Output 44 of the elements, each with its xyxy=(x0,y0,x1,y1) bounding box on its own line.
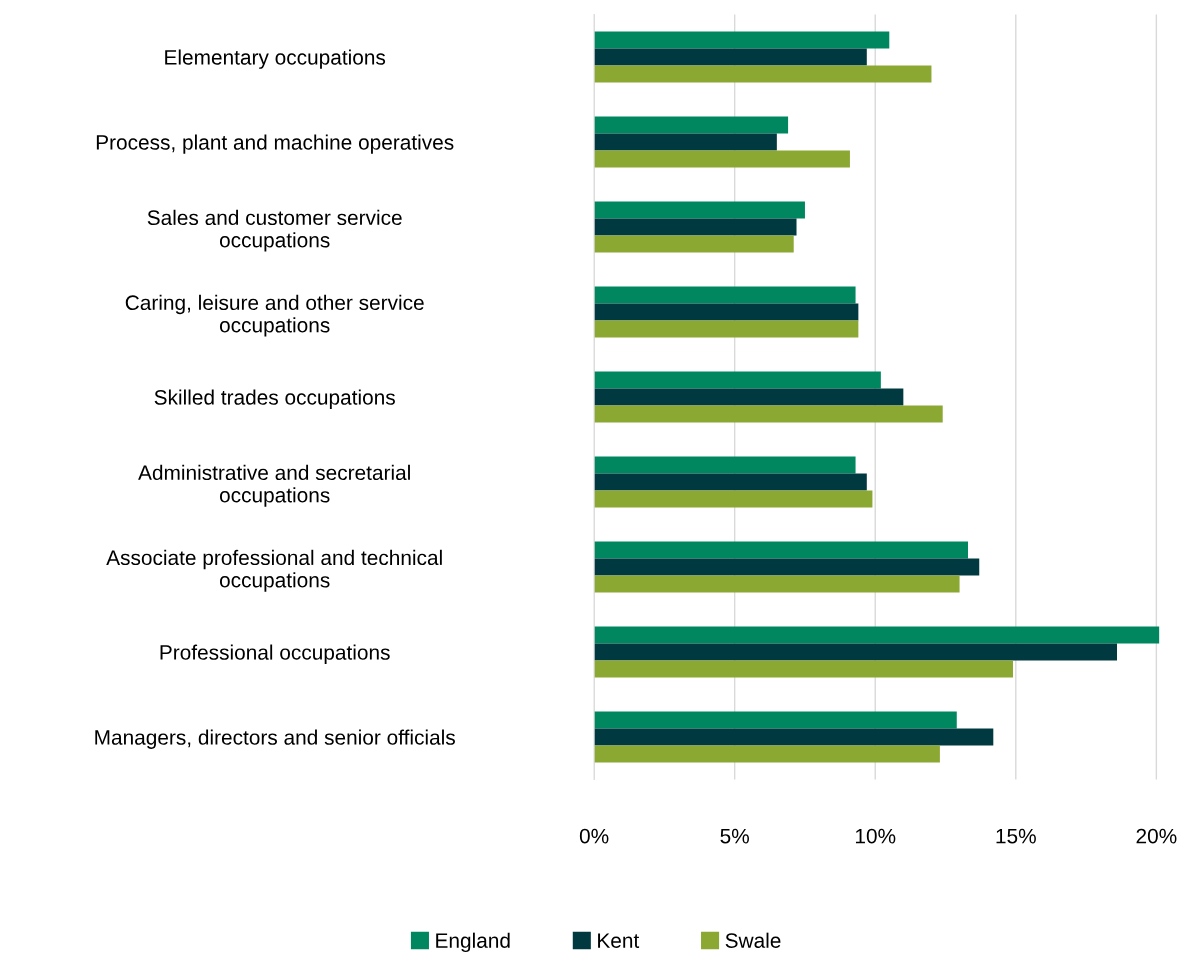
y-tick-label: Managers, directors and senior officials xyxy=(95,729,455,749)
legend-label: Swale xyxy=(725,932,781,948)
bar xyxy=(594,371,881,389)
bar xyxy=(594,473,867,491)
bar xyxy=(594,201,805,219)
y-tick-label: Sales and customer service occupations xyxy=(147,209,402,252)
bar xyxy=(594,65,932,83)
bar xyxy=(594,490,873,508)
bar xyxy=(594,626,1160,644)
bar xyxy=(594,150,850,168)
bar xyxy=(594,48,867,66)
bar xyxy=(594,31,890,49)
bar xyxy=(594,116,789,134)
bar xyxy=(594,405,943,423)
x-tick-label: 10% xyxy=(855,828,896,844)
y-tick-label: Associate professional and technical occupations xyxy=(106,549,442,592)
bar xyxy=(594,286,856,304)
y-tick-label: Administrative and secretarial occupations xyxy=(138,464,410,507)
y-tick-label: Caring, leisure and other service occupations xyxy=(125,294,424,337)
x-tick-label: 20% xyxy=(1136,828,1177,844)
legend-label: England xyxy=(436,932,510,953)
bar xyxy=(594,711,957,729)
bar xyxy=(594,133,777,151)
x-tick-label: 0% xyxy=(579,828,609,844)
bar xyxy=(594,745,940,763)
x-tick-label: 5% xyxy=(720,828,749,844)
y-tick-label: Elementary occupations xyxy=(165,49,386,69)
bar xyxy=(594,643,1117,661)
bar xyxy=(594,218,797,236)
bar xyxy=(594,728,994,746)
bar xyxy=(594,303,859,321)
bar xyxy=(594,660,1013,678)
bar xyxy=(594,575,960,593)
y-tick-label: Process, plant and machine operatives xyxy=(96,134,454,154)
bar xyxy=(594,235,794,253)
bar xyxy=(594,320,859,338)
x-tick-label: 15% xyxy=(996,828,1036,844)
bar xyxy=(594,541,969,559)
bar xyxy=(594,456,856,474)
bar xyxy=(594,388,904,406)
legend-label: Kent xyxy=(598,933,640,948)
y-tick-label: Skilled trades occupations xyxy=(154,389,395,409)
bar xyxy=(594,558,980,576)
y-tick-label: Professional occupations xyxy=(160,644,390,664)
